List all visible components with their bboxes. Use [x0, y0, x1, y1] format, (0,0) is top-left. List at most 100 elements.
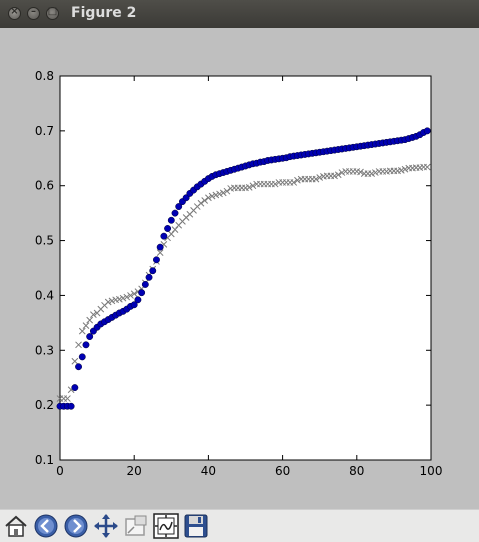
- circle-marker: [156, 243, 164, 251]
- forward-button[interactable]: [63, 513, 89, 539]
- cross-marker: [119, 294, 127, 302]
- cross-marker: [130, 290, 138, 298]
- y-tick-label: 0.2: [35, 398, 54, 412]
- y-tick-label: 0.1: [35, 453, 54, 467]
- circle-marker: [160, 232, 168, 240]
- maximize-icon: □: [47, 6, 58, 17]
- save-button[interactable]: [183, 513, 209, 539]
- circle-marker: [134, 296, 142, 304]
- cross-marker: [371, 169, 379, 176]
- cross-marker: [75, 341, 82, 349]
- cross-marker: [78, 327, 86, 335]
- window-close-button[interactable]: ×: [8, 6, 21, 20]
- circle-marker: [423, 127, 431, 135]
- circle-marker: [67, 402, 75, 410]
- forward-arrow-icon: [64, 514, 88, 538]
- x-tick-label: 0: [56, 464, 64, 478]
- circle-marker: [153, 256, 160, 264]
- cross-marker: [331, 172, 338, 180]
- cross-marker: [86, 316, 94, 324]
- x-tick-label: 60: [275, 464, 290, 478]
- cross-marker: [294, 176, 301, 184]
- y-tick-label: 0.3: [35, 343, 54, 357]
- cross-marker: [197, 199, 205, 207]
- navigation-toolbar: [0, 509, 479, 542]
- x-tick-label: 40: [201, 464, 216, 478]
- back-button[interactable]: [33, 513, 59, 539]
- cross-marker: [205, 194, 212, 202]
- cross-marker: [212, 191, 220, 199]
- series-circle-markers: [56, 127, 431, 410]
- window-title: Figure 2: [71, 5, 137, 21]
- circle-marker: [75, 363, 83, 371]
- axes-background: [59, 75, 432, 461]
- cross-marker: [368, 170, 375, 177]
- cross-marker: [156, 249, 164, 256]
- save-icon: [184, 514, 208, 538]
- cross-marker: [401, 165, 409, 173]
- x-tick-label: 20: [127, 464, 142, 478]
- cross-marker: [312, 175, 320, 183]
- circle-marker: [82, 341, 90, 349]
- cross-marker: [338, 169, 346, 176]
- zoom-icon: [125, 515, 147, 536]
- circle-marker: [182, 194, 190, 202]
- circle-marker: [175, 203, 183, 211]
- cross-marker: [245, 184, 253, 191]
- circle-marker: [167, 216, 175, 224]
- cross-marker: [357, 168, 364, 176]
- pan-button[interactable]: [93, 513, 119, 539]
- cross-marker: [223, 187, 231, 195]
- circle-marker: [86, 333, 94, 341]
- home-button[interactable]: [3, 513, 29, 539]
- cross-marker: [219, 189, 227, 197]
- cross-marker: [290, 179, 298, 186]
- y-tick-label: 0.8: [35, 69, 54, 83]
- cross-marker: [116, 295, 123, 303]
- configure-subplots-button[interactable]: [153, 513, 179, 539]
- circle-marker: [164, 225, 172, 232]
- circle-marker: [149, 267, 157, 275]
- cross-marker: [71, 357, 79, 365]
- cross-marker: [127, 292, 134, 299]
- subplots-icon: [153, 513, 179, 539]
- cross-marker: [108, 297, 116, 305]
- back-arrow-icon: [34, 514, 58, 538]
- y-tick-label: 0.6: [35, 179, 54, 193]
- cross-marker: [423, 163, 431, 171]
- cross-marker: [208, 192, 216, 200]
- cross-marker: [201, 197, 209, 204]
- cross-marker: [64, 395, 71, 402]
- home-icon: [5, 515, 27, 537]
- circle-marker: [130, 301, 138, 309]
- circle-marker: [138, 289, 146, 297]
- x-tick-label: 100: [420, 464, 443, 478]
- circle-marker: [141, 281, 149, 288]
- cross-marker: [249, 182, 257, 190]
- series-cross-markers: [56, 163, 431, 402]
- zoom-button[interactable]: [123, 513, 149, 539]
- circle-marker: [71, 384, 79, 392]
- window-titlebar[interactable]: × – □ Figure 2: [0, 0, 479, 28]
- close-icon: ×: [10, 6, 19, 17]
- plot-figure: 0 20 40 60 80 100 0.1 0.2 0.3 0.4 0.5 0.6 0.7 0.8: [35, 69, 443, 478]
- x-tick-label: 80: [349, 464, 364, 478]
- circle-marker: [171, 209, 179, 217]
- cross-marker: [397, 167, 405, 174]
- circle-marker: [145, 273, 153, 281]
- y-tick-label: 0.7: [35, 124, 54, 138]
- y-tick-label: 0.4: [35, 288, 54, 302]
- axes-ticks: 0 20 40 60 80 100 0.1 0.2 0.3 0.4 0.5 0.6 0.7 0.8: [35, 69, 443, 478]
- cross-marker: [216, 190, 223, 198]
- pan-icon: [94, 514, 118, 538]
- circle-marker: [78, 353, 86, 361]
- cross-marker: [316, 174, 324, 181]
- y-tick-label: 0.5: [35, 234, 54, 248]
- cross-marker: [334, 171, 342, 179]
- window-minimize-button[interactable]: –: [27, 6, 40, 20]
- figure-canvas: 0 20 40 60 80 100 0.1 0.2 0.3 0.4 0.5 0.6 0.7 0.8: [0, 28, 479, 509]
- cross-marker: [271, 180, 279, 188]
- cross-marker: [82, 322, 90, 329]
- window-maximize-button[interactable]: □: [46, 6, 59, 20]
- cross-marker: [90, 311, 97, 318]
